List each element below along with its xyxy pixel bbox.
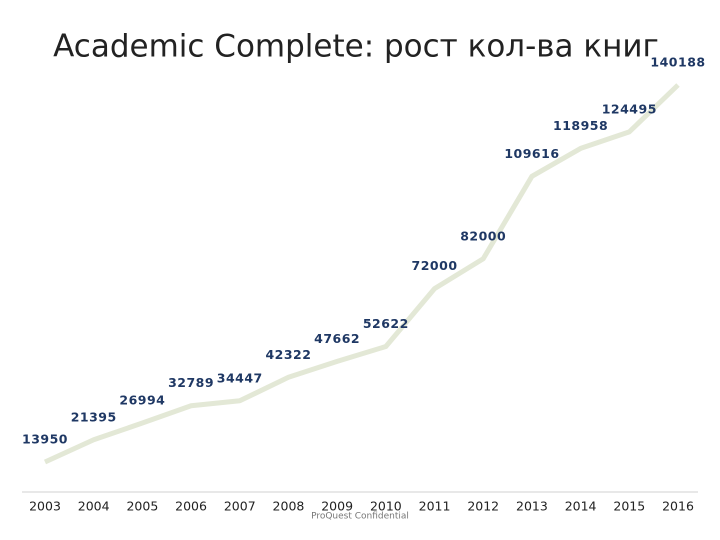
value-label: 82000 [460,228,506,243]
value-label: 34447 [217,370,263,385]
x-tick-label: 2003 [29,499,61,514]
value-label: 42322 [265,347,311,362]
x-tick-label: 2011 [419,499,451,514]
x-tick-label: 2004 [78,499,110,514]
x-tick-label: 2009 [321,499,353,514]
data-line [43,83,680,465]
value-label: 26994 [119,393,165,408]
x-tick-label: 2013 [516,499,548,514]
value-label: 72000 [412,258,458,273]
value-label: 124495 [602,101,657,116]
value-label: 21395 [71,409,117,424]
value-label: 109616 [504,146,559,161]
value-label: 13950 [22,432,68,447]
value-label: 32789 [168,375,214,390]
x-tick-label: 2010 [370,499,402,514]
x-tick-label: 2016 [662,499,694,514]
x-tick-label: 2006 [175,499,207,514]
x-tick-label: 2005 [126,499,158,514]
chart-title: Academic Complete: рост кол-ва книг [53,29,659,65]
value-label: 47662 [314,331,360,346]
value-label: 140188 [650,55,705,70]
value-label: 118958 [553,118,608,133]
footer: ProQuest Confidential [311,512,409,522]
x-tick-label: 2015 [613,499,645,514]
x-tick-label: 2012 [467,499,499,514]
x-tick-label: 2008 [273,499,305,514]
value-label: 52622 [363,316,409,331]
x-tick-label: 2007 [224,499,256,514]
x-tick-label: 2014 [565,499,597,514]
